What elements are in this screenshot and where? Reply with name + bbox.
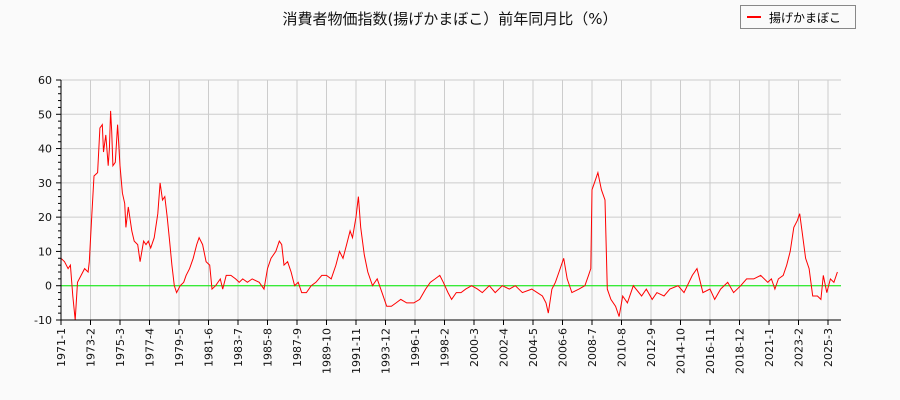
x-tick-label: 2012-9: [645, 328, 658, 367]
y-tick-label: 40: [38, 143, 52, 156]
x-tick-label: 1973-2: [85, 328, 98, 367]
x-tick-label: 2025-3: [822, 328, 835, 367]
x-tick-label: 1998-2: [439, 328, 452, 367]
x-tick-label: 1975-3: [114, 328, 127, 367]
x-tick-label: 1977-4: [144, 328, 157, 367]
legend-label: 揚げかまぼこ: [769, 10, 842, 25]
x-tick-label: 2018-12: [734, 328, 747, 374]
x-tick-label: 1987-9: [291, 328, 304, 367]
x-tick-label: 2014-10: [675, 328, 688, 374]
legend-swatch: [747, 16, 761, 18]
y-tick-label: -10: [34, 314, 52, 327]
x-tick-label: 2008-7: [586, 328, 599, 367]
legend: 揚げかまぼこ: [740, 5, 856, 29]
x-tick-label: 2000-3: [468, 328, 481, 367]
y-tick-label: 0: [45, 280, 52, 293]
plot-area: [61, 80, 841, 320]
x-tick-label: 2016-11: [704, 328, 717, 374]
x-tick-label: 1981-6: [203, 328, 216, 367]
x-tick-label: 1993-12: [380, 328, 393, 374]
x-tick-label: 2021-1: [763, 328, 776, 367]
series-line: [60, 110, 838, 321]
y-tick-label: 50: [38, 108, 52, 121]
y-tick-label: 20: [38, 211, 52, 224]
y-tick-label: 30: [38, 177, 52, 190]
x-tick-label: 1985-8: [262, 328, 275, 367]
x-tick-label: 1979-5: [173, 328, 186, 367]
x-tick-label: 1971-1: [55, 328, 68, 367]
x-tick-label: 2006-6: [557, 328, 570, 367]
chart-title: 消費者物価指数(揚げかまぼこ）前年同月比（%）: [282, 10, 618, 28]
x-tick-label: 1983-7: [232, 328, 245, 367]
x-tick-label: 2004-5: [527, 328, 540, 367]
x-tick-label: 2010-8: [616, 328, 629, 367]
y-tick-label: 10: [38, 245, 52, 258]
y-tick-label: 60: [38, 74, 52, 87]
x-tick-label: 2023-2: [793, 328, 806, 367]
x-tick-label: 1989-10: [321, 328, 334, 374]
x-tick-label: 1996-1: [409, 328, 422, 367]
x-tick-label: 2002-4: [498, 328, 511, 367]
x-tick-label: 1991-11: [350, 328, 363, 374]
